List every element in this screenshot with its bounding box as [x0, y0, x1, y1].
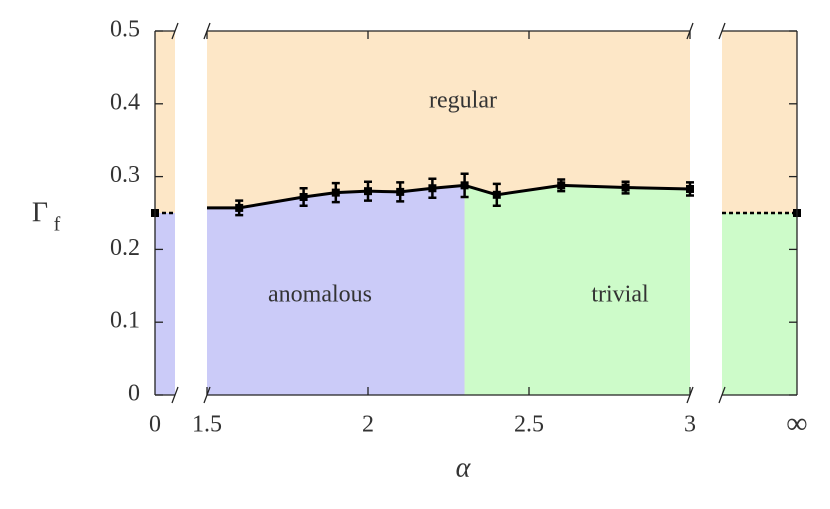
x-tick-label: ∞	[786, 407, 807, 440]
data-point	[396, 187, 405, 196]
y-tick-label: 0.3	[110, 162, 140, 188]
data-point	[492, 190, 501, 199]
data-point	[557, 181, 566, 190]
axis-break	[171, 386, 179, 404]
y-axis-label: Γ	[32, 197, 48, 228]
data-point	[299, 192, 308, 201]
x-tick-label: 3	[684, 412, 696, 438]
axis-break	[718, 22, 726, 40]
axis-break	[718, 386, 726, 404]
y-tick-label: 0	[128, 381, 140, 407]
data-point	[460, 181, 469, 190]
data-point	[364, 187, 372, 196]
data-point	[428, 184, 437, 193]
region-trivial	[464, 185, 690, 395]
data-point	[331, 188, 340, 197]
boundary-line	[207, 183, 691, 210]
region-label: regular	[429, 88, 497, 114]
x-tick-label: 0	[149, 412, 161, 438]
y-tick-label: 0.5	[110, 17, 140, 43]
region-label: anomalous	[268, 282, 372, 308]
region-anomalous	[207, 185, 465, 395]
x-tick-label: 1.5	[192, 412, 222, 438]
region-trivial	[722, 213, 797, 395]
x-axis-label: α	[456, 452, 472, 483]
x-tick-label: 2.5	[514, 412, 544, 438]
data-point	[235, 203, 244, 212]
y-tick-label: 0.4	[110, 89, 140, 115]
data-point	[621, 183, 630, 192]
axis-break	[171, 22, 179, 40]
y-axis-label-sub: f	[54, 214, 61, 236]
region-label: trivial	[591, 282, 649, 308]
region-anomalous	[155, 213, 175, 395]
x-tick-label: 2	[362, 412, 374, 438]
data-point	[686, 184, 694, 193]
y-tick-label: 0.2	[110, 235, 140, 261]
y-tick-label: 0.1	[110, 308, 140, 334]
